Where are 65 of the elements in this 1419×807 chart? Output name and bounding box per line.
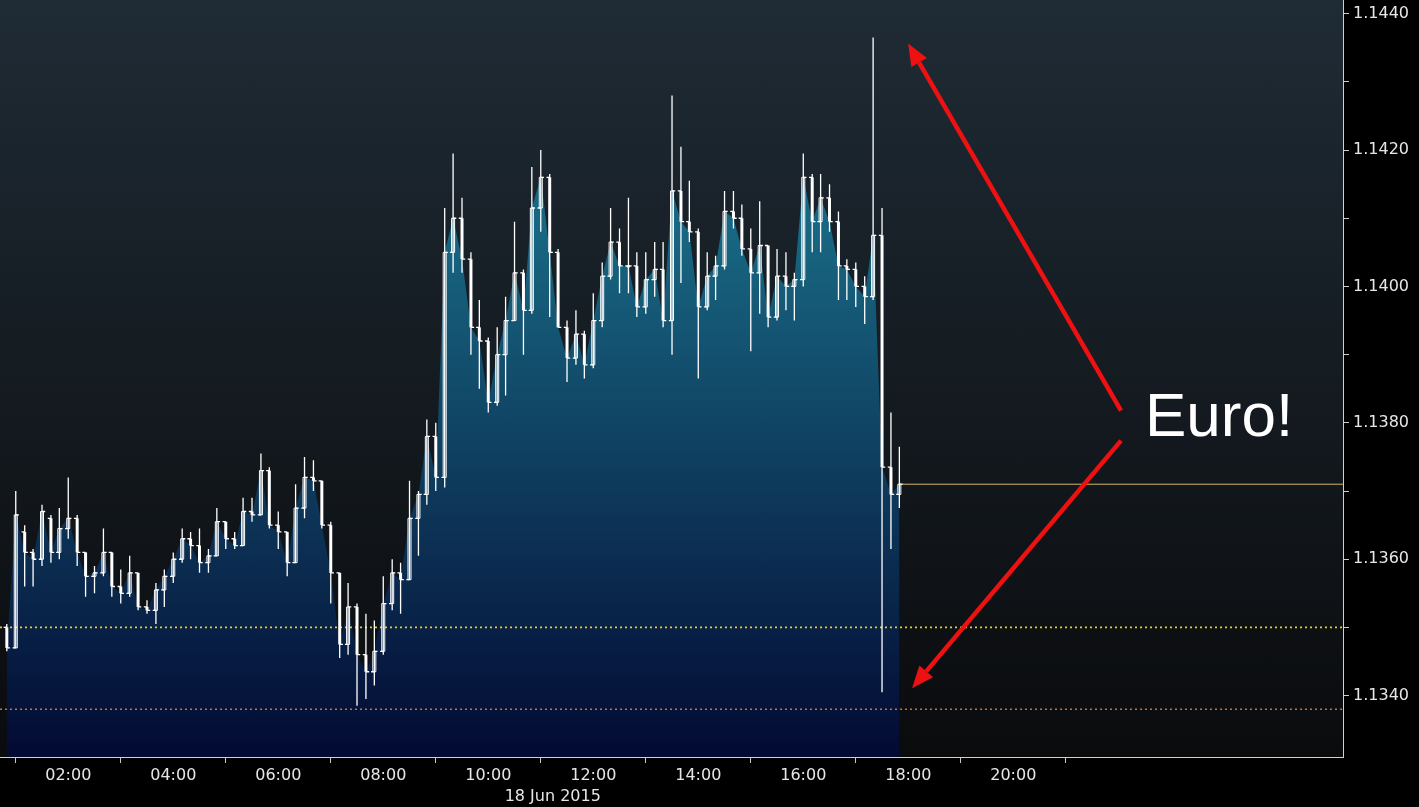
candlestick [66,476,71,540]
candlestick [381,575,386,656]
candlestick [608,207,613,281]
candlestick [643,251,648,315]
candlestick [214,507,219,557]
candlestick [818,173,823,253]
y-tick-label: 1.1440 [1353,2,1409,22]
candlestick [512,220,517,322]
candlestick [180,527,185,564]
candlestick [705,251,710,311]
annotation: Euro! [1145,379,1294,449]
candlestick [591,292,596,369]
candlestick [57,507,62,560]
candlestick [757,200,762,315]
y-tick-label: 1.1340 [1353,684,1409,704]
candlestick [153,582,158,625]
candlestick [495,326,500,407]
x-tick-label: 10:00 [465,764,512,784]
candlestick [416,490,421,557]
candlestick [722,190,727,271]
x-tick-label: 04:00 [150,764,197,784]
x-tick-label: 08:00 [360,764,407,784]
x-axis-title: 18 Jun 2015 [504,786,601,806]
y-tick-label: 1.1400 [1353,275,1409,295]
candlestick [293,483,298,564]
x-tick-label: 20:00 [990,764,1037,784]
x-tick-label: 02:00 [45,764,92,784]
candlestick [390,558,395,612]
candlestick [573,309,578,366]
x-tick-label: 12:00 [570,764,617,784]
candlestick [206,548,211,574]
candlestick [538,149,543,233]
candlestick [127,555,132,598]
candlestick [792,272,797,322]
candlestick [801,152,806,288]
y-tick-label: 1.1380 [1353,411,1409,431]
candlestick [162,568,167,608]
y-tick-label: 1.1360 [1353,548,1409,568]
candlestick [171,551,176,584]
candlestick [241,497,246,547]
candlestick [101,527,106,577]
candlestick [871,36,876,301]
candlestick [897,446,902,509]
x-tick-label: 06:00 [255,764,302,784]
candlestick [346,582,351,656]
candlestick [713,255,718,301]
candlestick [258,452,263,516]
candlestick [600,261,605,328]
candlestick [451,152,456,274]
candlestick [670,94,675,356]
candlestick [652,241,657,298]
candlestick [529,166,534,315]
candlestick [13,490,18,649]
candlestick [407,480,412,581]
candlestick [503,296,508,397]
candlestick [442,207,447,489]
y-tick-label: 1.1420 [1353,139,1409,159]
candlestick [424,418,429,506]
candlestick [775,248,780,322]
x-tick-label: 16:00 [780,764,827,784]
x-tick-label: 18:00 [885,764,932,784]
candlestick [302,456,307,519]
candlestick [92,565,97,594]
x-tick-label: 14:00 [675,764,722,784]
candlestick [372,619,377,687]
